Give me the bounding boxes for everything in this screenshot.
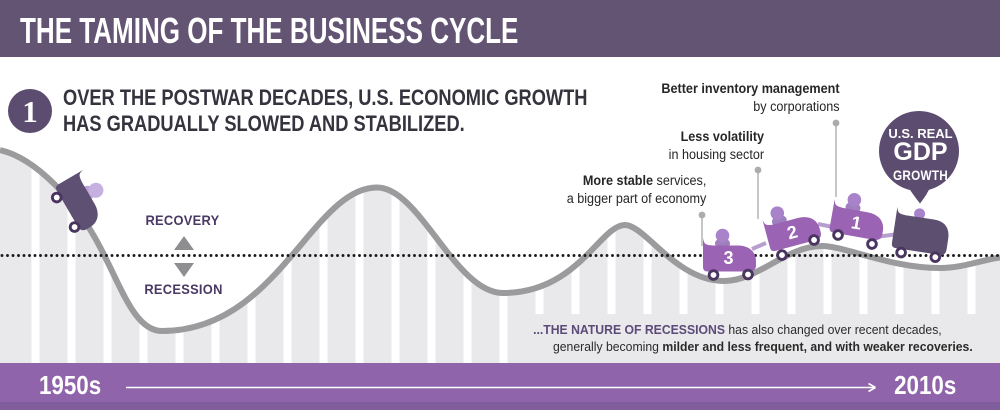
svg-text:1: 1 bbox=[22, 94, 38, 129]
svg-text:3: 3 bbox=[723, 248, 733, 268]
svg-text:1: 1 bbox=[850, 212, 863, 233]
svg-text:2: 2 bbox=[785, 221, 800, 243]
